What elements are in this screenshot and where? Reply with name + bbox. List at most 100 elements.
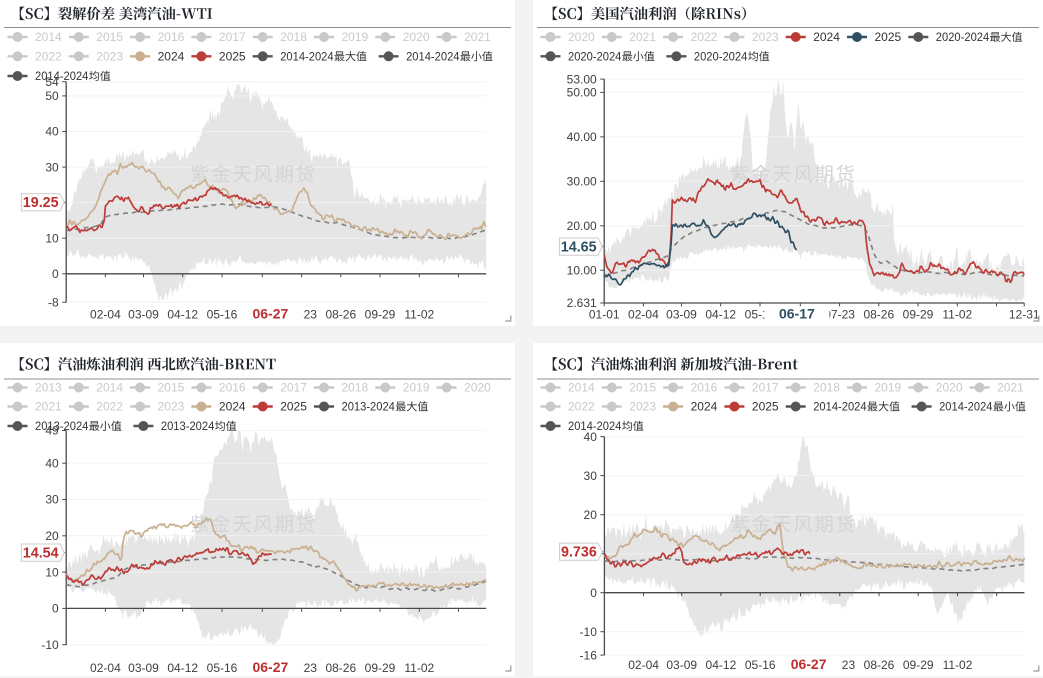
svg-text:06-27: 06-27 [252,659,288,675]
svg-text:2018: 2018 [280,30,307,44]
svg-text:20: 20 [45,529,59,543]
svg-text:2019: 2019 [403,381,430,395]
svg-text:2021: 2021 [629,30,656,44]
svg-text:2025: 2025 [875,30,902,44]
svg-text:50.00: 50.00 [567,86,597,100]
svg-text:2013: 2013 [35,381,62,395]
svg-text:2019: 2019 [342,30,369,44]
svg-text:2021: 2021 [997,381,1024,395]
svg-text:05-16: 05-16 [745,658,776,672]
svg-text:04-12: 04-12 [167,661,198,675]
svg-text:2013-2024: 2013-2024 [161,419,215,433]
svg-text:2014-2024: 2014-2024 [406,50,460,64]
svg-text:2024: 2024 [219,400,246,414]
svg-text:2023: 2023 [629,400,656,414]
svg-text:2017: 2017 [219,30,246,44]
svg-text:11-02: 11-02 [404,661,434,675]
svg-text:2014: 2014 [35,30,62,44]
svg-text:2014-2024: 2014-2024 [35,69,89,83]
svg-text:2014-2024: 2014-2024 [939,400,993,414]
svg-text:2022: 2022 [568,400,595,414]
svg-text:40: 40 [584,430,598,444]
svg-text:30.00: 30.00 [567,175,597,189]
svg-text:2019: 2019 [875,381,902,395]
svg-text:07-23: 07-23 [824,308,855,322]
svg-text:10: 10 [45,231,59,245]
svg-text:2021: 2021 [35,400,62,414]
svg-text:08-26: 08-26 [325,661,356,675]
svg-text:03-09: 03-09 [128,308,159,322]
svg-text:2023: 2023 [96,50,123,64]
svg-text:-10: -10 [580,625,598,639]
svg-text:03-09: 03-09 [666,308,697,322]
svg-text:2020-2024: 2020-2024 [936,30,990,44]
svg-text:2024: 2024 [158,50,185,64]
svg-text:2014: 2014 [96,381,123,395]
svg-text:30: 30 [45,160,59,174]
svg-text:14.65: 14.65 [561,239,597,255]
svg-text:2015: 2015 [96,30,123,44]
svg-text:2020: 2020 [568,30,595,44]
svg-text:2013-2024: 2013-2024 [342,400,396,414]
svg-text:02-04: 02-04 [628,308,659,322]
svg-text:14.54: 14.54 [23,545,59,561]
svg-text:2020: 2020 [403,30,430,44]
svg-text:06-17: 06-17 [779,306,815,322]
svg-text:10: 10 [45,565,59,579]
svg-text:2024: 2024 [691,400,718,414]
svg-text:12-31: 12-31 [1009,308,1040,322]
svg-text:2022: 2022 [691,30,718,44]
svg-text:2020: 2020 [464,381,491,395]
svg-text:0: 0 [590,586,597,600]
svg-text:-16: -16 [580,648,598,662]
svg-text:2016: 2016 [219,381,246,395]
svg-text:30: 30 [45,493,59,507]
svg-text:09-29: 09-29 [365,661,396,675]
svg-text:2021: 2021 [464,30,491,44]
svg-text:06-27: 06-27 [252,306,288,322]
svg-text:20.00: 20.00 [567,219,597,233]
svg-text:2024: 2024 [813,30,840,44]
svg-text:05-16: 05-16 [207,308,238,322]
svg-text:2014: 2014 [568,381,595,395]
svg-text:09-29: 09-29 [903,658,934,672]
svg-text:11-02: 11-02 [943,658,973,672]
svg-text:2023: 2023 [158,400,185,414]
svg-text:02-04: 02-04 [90,661,121,675]
svg-text:08-26: 08-26 [325,308,356,322]
svg-text:03-09: 03-09 [128,661,159,675]
svg-text:04-12: 04-12 [706,658,737,672]
svg-text:-10: -10 [41,638,59,652]
svg-text:06-27: 06-27 [791,656,827,672]
svg-text:2020: 2020 [936,381,963,395]
svg-text:2022: 2022 [35,50,62,64]
svg-text:49: 49 [45,424,59,438]
svg-text:02-04: 02-04 [628,658,659,672]
svg-text:2014-2024: 2014-2024 [568,419,622,433]
svg-text:2023: 2023 [752,30,779,44]
svg-text:2015: 2015 [629,381,656,395]
svg-text:30: 30 [584,469,598,483]
svg-text:2015: 2015 [158,381,185,395]
svg-text:11-02: 11-02 [942,308,972,322]
svg-text:05-16: 05-16 [207,661,238,675]
svg-text:2018: 2018 [813,381,840,395]
svg-text:04-12: 04-12 [167,308,198,322]
svg-text:2016: 2016 [158,30,185,44]
svg-text:53.00: 53.00 [567,72,597,86]
svg-text:2025: 2025 [280,400,307,414]
svg-text:-8: -8 [48,296,59,310]
svg-text:03-09: 03-09 [666,658,697,672]
svg-text:2017: 2017 [752,381,779,395]
svg-text:10.00: 10.00 [567,263,597,277]
svg-text:2020-2024: 2020-2024 [568,50,622,64]
svg-text:54: 54 [45,75,59,89]
svg-text:50: 50 [45,89,59,103]
svg-text:04-12: 04-12 [705,308,736,322]
svg-text:2014-2024: 2014-2024 [813,400,867,414]
svg-text:0: 0 [52,267,59,281]
svg-text:2020-2024: 2020-2024 [694,50,748,64]
svg-text:2.631: 2.631 [567,296,597,310]
svg-text:40: 40 [45,456,59,470]
svg-text:40.00: 40.00 [567,130,597,144]
